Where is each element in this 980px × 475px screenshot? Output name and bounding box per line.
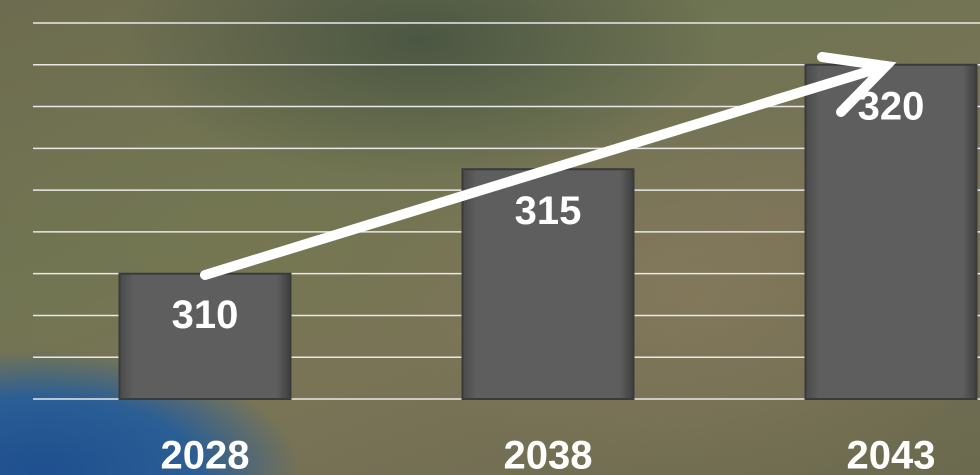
value-label: 310: [172, 293, 239, 337]
x-tick-label: 2043: [847, 434, 936, 475]
chart: 2028 310 2038 315 2043 320: [0, 0, 980, 475]
page: 202831020383152043320 (() => { const dat…: [0, 0, 980, 475]
value-label: 315: [515, 189, 582, 233]
x-tick-label: 2028: [161, 434, 250, 475]
value-label: 320: [858, 84, 925, 128]
x-tick-label: 2038: [504, 434, 593, 475]
